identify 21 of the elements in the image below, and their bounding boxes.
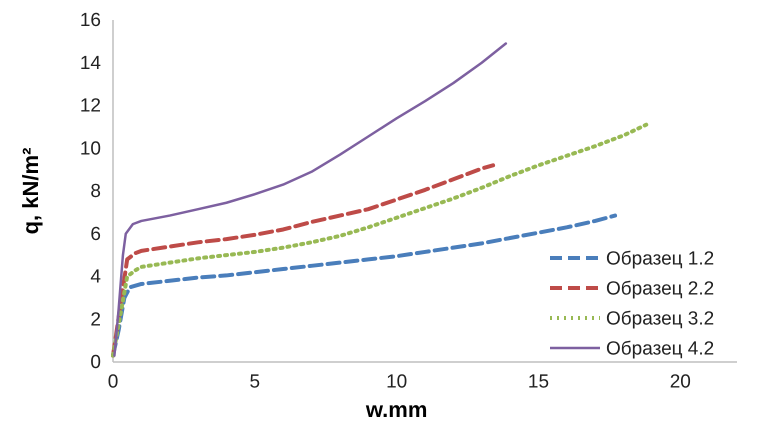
- y-tick-label: 0: [90, 352, 101, 374]
- y-tick-label: 10: [80, 138, 101, 160]
- legend-label: Образец 2.2: [606, 278, 714, 300]
- y-tick-label: 8: [90, 181, 101, 202]
- legend-label: Образец 4.2: [606, 338, 714, 360]
- x-tick-label: 10: [386, 371, 408, 392]
- x-tick-label: 5: [250, 371, 260, 392]
- y-tick-label: 16: [80, 10, 101, 32]
- y-tick-label: 14: [80, 52, 102, 74]
- y-tick-label: 6: [90, 224, 101, 245]
- legend-label: Образец 3.2: [606, 308, 714, 330]
- line-series: [113, 42, 508, 357]
- x-tick-label: 20: [670, 371, 691, 392]
- y-tick-label: 2: [90, 309, 101, 330]
- y-axis-title: q, kN/m²: [18, 148, 43, 234]
- y-tick-label: 4: [90, 266, 102, 288]
- legend-label: Образец 1.2: [606, 248, 714, 270]
- x-tick-label: 0: [108, 371, 118, 392]
- x-axis-title: w.mm: [364, 397, 428, 422]
- y-tick-label: 12: [80, 96, 101, 117]
- x-tick-label: 15: [528, 371, 550, 392]
